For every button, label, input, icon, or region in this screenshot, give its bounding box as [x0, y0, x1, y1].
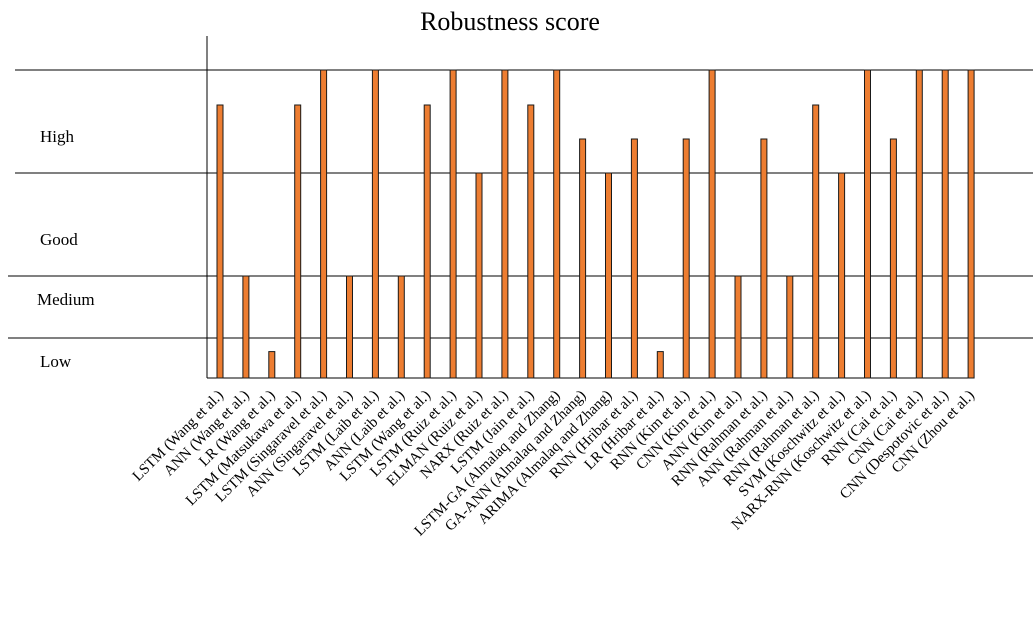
level-labels: High Good Medium Low [37, 127, 95, 371]
bar [320, 69, 328, 379]
bar [682, 138, 690, 379]
bar [423, 104, 431, 379]
bar [656, 351, 664, 379]
bar [760, 138, 768, 379]
bars [216, 69, 975, 379]
level-label-medium: Medium [37, 290, 95, 309]
bar [915, 69, 923, 379]
bar [553, 69, 561, 379]
chart-title: Robustness score [420, 7, 600, 36]
bar [864, 69, 871, 379]
bar [268, 351, 276, 379]
bar [475, 172, 483, 379]
bar [449, 69, 457, 379]
level-label-low: Low [40, 352, 72, 371]
bar [838, 172, 846, 379]
bar [734, 275, 742, 379]
bar [941, 69, 949, 379]
bar [605, 172, 612, 379]
bar [786, 275, 794, 379]
bar [294, 104, 302, 379]
bar [889, 138, 897, 379]
bar [579, 138, 587, 379]
x-tick-labels: LSTM (Wang et al.)ANN (Wang et al.)LR (W… [130, 388, 978, 540]
bar [527, 104, 535, 379]
bar [371, 69, 379, 379]
bar [242, 275, 250, 379]
bar [397, 275, 405, 379]
bar [967, 69, 975, 379]
grid-lines [8, 69, 1033, 339]
bar [812, 104, 820, 379]
bar [630, 138, 638, 379]
bar [708, 69, 716, 379]
level-label-high: High [40, 127, 75, 146]
bar [346, 275, 353, 379]
bar [501, 69, 509, 379]
bar [216, 104, 224, 379]
level-label-good: Good [40, 230, 78, 249]
